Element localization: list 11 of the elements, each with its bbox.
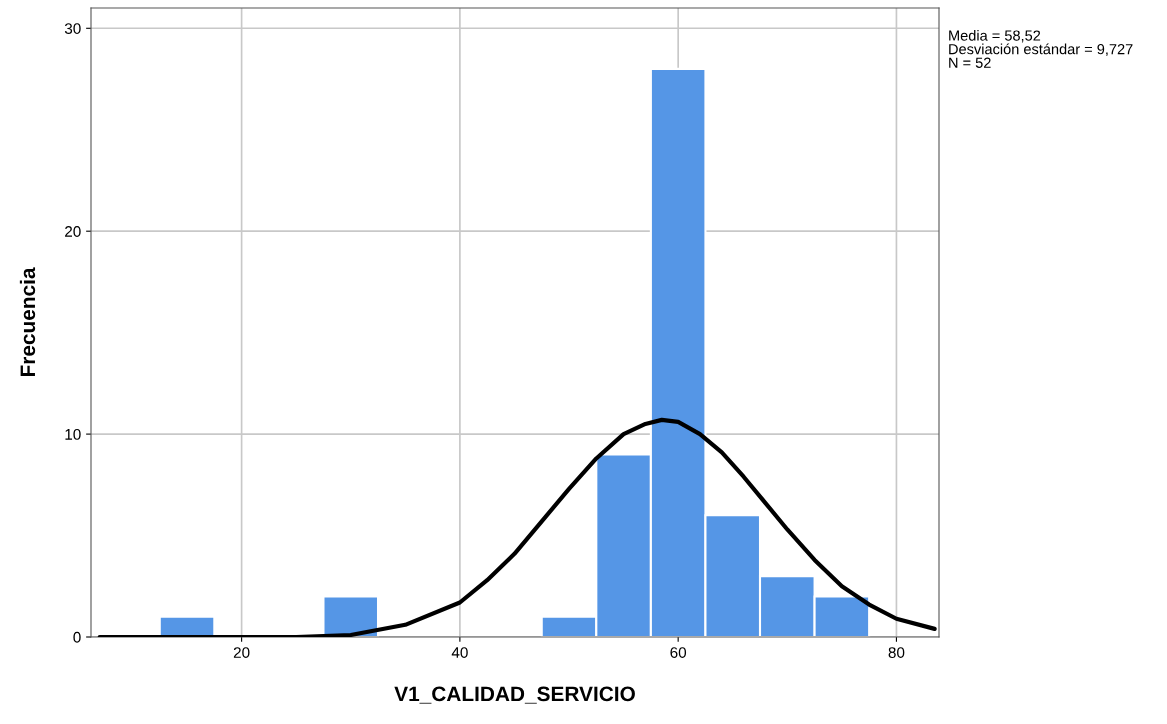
- y-axis-title: Frecuencia: [19, 267, 36, 377]
- y-tick-label: 20: [65, 226, 81, 237]
- x-tick-label: 20: [233, 647, 250, 658]
- y-tick-label: 30: [64, 23, 81, 34]
- x-tick-label: 60: [670, 647, 687, 658]
- y-tick-label: 10: [65, 428, 81, 440]
- x-tick-label: 80: [888, 647, 905, 658]
- y-tick-label: 0: [73, 631, 81, 643]
- text: Media = 58,52 Desviación estándar = 9,727 N = 52: [949, 30, 1133, 68]
- x-tick-label: 40: [451, 647, 468, 658]
- x-axis-title: V1_CALIDAD_SERVICIO: [394, 686, 635, 704]
